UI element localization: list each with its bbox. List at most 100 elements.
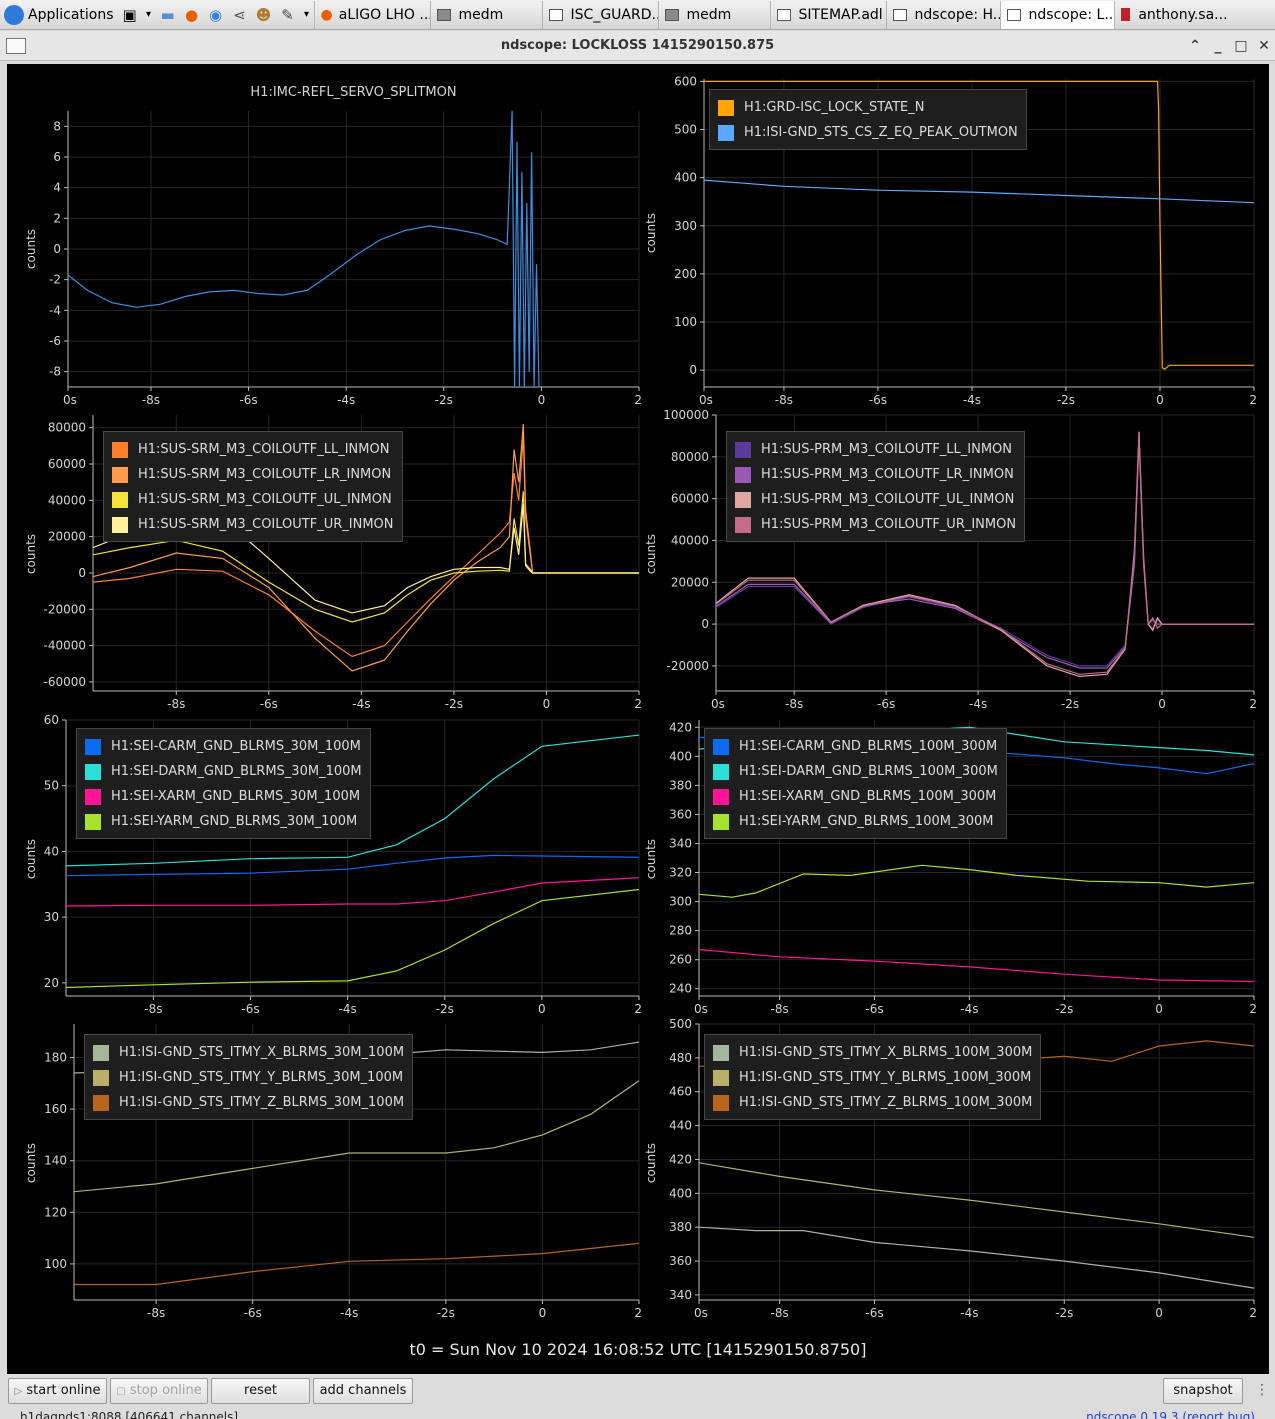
task-ndscope-1[interactable]: ndscope: H...	[885, 0, 1000, 29]
y-tick-label: 300	[674, 219, 697, 233]
legend-item[interactable]: H1:ISI-GND_STS_ITMY_Z_BLRMS_100M_300M	[713, 1090, 1032, 1115]
legend-item[interactable]: H1:SEI-XARM_GND_BLRMS_30M_100M	[85, 784, 362, 809]
y-tick-label: 460	[669, 1085, 692, 1099]
legend-panel-2[interactable]: H1:GRD-ISC_LOCK_STATE_N H1:ISI-GND_STS_CS…	[709, 89, 1027, 150]
legend-label: H1:SUS-PRM_M3_COILOUTF_LL_INMON	[761, 442, 1013, 457]
legend-swatch	[93, 1069, 109, 1086]
x-tick-label: 0	[1155, 1306, 1163, 1320]
folder-icon[interactable]: ▬	[160, 5, 175, 24]
legend-swatch	[85, 813, 101, 830]
reset-button[interactable]: reset	[211, 1378, 310, 1404]
legend-panel-3[interactable]: H1:SUS-SRM_M3_COILOUTF_LL_INMON H1:SUS-SR…	[103, 431, 403, 542]
task-anthony[interactable]: anthony.sa...	[1113, 0, 1234, 29]
y-tick-label: 500	[669, 1017, 692, 1031]
legend-item[interactable]: H1:SUS-PRM_M3_COILOUTF_LL_INMON	[735, 437, 1016, 462]
resize-grip-icon[interactable]: ⋮	[1255, 1382, 1269, 1398]
legend-swatch	[112, 466, 128, 483]
firefox-icon[interactable]: ●	[184, 5, 199, 24]
x-tick-label: -6s	[260, 697, 278, 711]
x-tick-label: -8s	[167, 697, 185, 711]
chevron-down-icon[interactable]: ▾	[146, 9, 152, 20]
chromium-icon[interactable]: ◉	[208, 5, 223, 24]
y-tick-label: 4	[53, 181, 61, 195]
plot-panel-1[interactable]: 0s -8s -6s -4s -2s 0 2 8 6 4 2 0 -2 -4 -6 -8 counts H1:IM…	[24, 85, 642, 407]
snapshot-button[interactable]: snapshot	[1163, 1378, 1243, 1404]
notes-icon[interactable]: ✎	[281, 5, 294, 24]
legend-item[interactable]: H1:SEI-XARM_GND_BLRMS_100M_300M	[713, 784, 998, 809]
stop-online-button[interactable]: ▢ stop online	[110, 1378, 208, 1404]
terminal-icon[interactable]: ▣	[122, 5, 137, 24]
legend-panel-8[interactable]: H1:ISI-GND_STS_ITMY_X_BLRMS_100M_300M H1:…	[704, 1034, 1042, 1120]
legend-swatch	[735, 466, 751, 483]
legend-panel-7[interactable]: H1:ISI-GND_STS_ITMY_X_BLRMS_30M_100M H1:I…	[84, 1034, 414, 1120]
maximize-icon[interactable]: □	[1234, 38, 1248, 54]
status-version-link[interactable]: ndscope 0.19.3 (report bug)	[1086, 1410, 1255, 1419]
legend-item[interactable]: H1:ISI-GND_STS_ITMY_X_BLRMS_100M_300M	[713, 1040, 1032, 1065]
legend-item[interactable]: H1:SUS-PRM_M3_COILOUTF_LR_INMON	[735, 462, 1016, 487]
users-icon[interactable]: ☻	[255, 5, 272, 24]
y-tick-label: -40000	[43, 639, 86, 653]
legend-item[interactable]: H1:ISI-GND_STS_ITMY_Y_BLRMS_30M_100M	[93, 1065, 404, 1090]
legend-item[interactable]: H1:ISI-GND_STS_ITMY_Z_BLRMS_30M_100M	[93, 1090, 404, 1115]
x-tick-label: 2	[634, 1306, 642, 1320]
legend-item[interactable]: H1:SEI-DARM_GND_BLRMS_30M_100M	[85, 759, 362, 784]
add-channels-button[interactable]: add channels	[313, 1378, 413, 1404]
task-medm-1[interactable]: medm	[429, 0, 542, 29]
legend-label: H1:SUS-SRM_M3_COILOUTF_LR_INMON	[138, 467, 392, 482]
window-icon	[776, 8, 791, 21]
legend-label: H1:SEI-DARM_GND_BLRMS_100M_300M	[739, 764, 998, 779]
task-firefox[interactable]: ● aLIGO LHO ...	[313, 0, 430, 29]
legend-item[interactable]: H1:SUS-PRM_M3_COILOUTF_UR_INMON	[735, 512, 1016, 537]
taskbar: Applications ▣ ▾ ▬ ● ◉ ⋖ ☻ ✎ ▾ ● aLIGO L…	[0, 0, 1275, 30]
task-sitemap[interactable]: SITEMAP.adl	[769, 0, 886, 29]
x-tick-label: 2	[634, 1002, 642, 1016]
legend-item[interactable]: H1:ISI-GND_STS_ITMY_Y_BLRMS_100M_300M	[713, 1065, 1032, 1090]
close-icon[interactable]: ✕	[1258, 38, 1270, 54]
share-icon[interactable]: ⋖	[233, 5, 246, 24]
start-online-button[interactable]: ▷ start online	[8, 1378, 107, 1404]
series-line-5-2	[66, 734, 639, 867]
legend-panel-5[interactable]: H1:SEI-CARM_GND_BLRMS_30M_100M H1:SEI-DAR…	[76, 728, 371, 839]
series-line-5-3	[66, 877, 639, 907]
x-tick-label: 2	[1249, 697, 1257, 711]
plots-canvas[interactable]: 0s -8s -6s -4s -2s 0 286420-2-4-6-8countsH1:IM…	[7, 64, 1269, 1374]
legend-label: H1:SEI-CARM_GND_BLRMS_100M_300M	[739, 739, 998, 754]
window-icon	[1006, 8, 1021, 21]
legend-item[interactable]: H1:SUS-SRM_M3_COILOUTF_UR_INMON	[112, 512, 394, 537]
x-tick-label: -2s	[445, 697, 463, 711]
legend-item[interactable]: H1:ISI-GND_STS_CS_Z_EQ_PEAK_OUTMON	[718, 120, 1018, 145]
y-tick-label: 400	[674, 171, 697, 185]
legend-item[interactable]: H1:GRD-ISC_LOCK_STATE_N	[718, 95, 1018, 120]
bottom-toolbar: ▷ start online ▢ stop online reset add c…	[0, 1374, 1275, 1419]
legend-item[interactable]: H1:SEI-CARM_GND_BLRMS_30M_100M	[85, 734, 362, 759]
applications-menu[interactable]: Applications	[0, 0, 118, 29]
legend-item[interactable]: H1:SEI-YARM_GND_BLRMS_30M_100M	[85, 809, 362, 834]
legend-item[interactable]: H1:SEI-DARM_GND_BLRMS_100M_300M	[713, 759, 998, 784]
legend-label: H1:ISI-GND_STS_ITMY_Z_BLRMS_100M_300M	[739, 1095, 1033, 1110]
legend-panel-6[interactable]: H1:SEI-CARM_GND_BLRMS_100M_300M H1:SEI-DA…	[704, 728, 1007, 839]
legend-item[interactable]: H1:SEI-YARM_GND_BLRMS_100M_300M	[713, 809, 998, 834]
y-tick-label: 420	[669, 720, 692, 734]
legend-item[interactable]: H1:SUS-SRM_M3_COILOUTF_LR_INMON	[112, 462, 394, 487]
legend-item[interactable]: H1:SUS-SRM_M3_COILOUTF_UL_INMON	[112, 487, 394, 512]
chevron-down-icon[interactable]: ▾	[304, 9, 310, 20]
y-tick-label: 600	[674, 74, 697, 88]
minimize-icon[interactable]: _	[1214, 38, 1222, 54]
plot-panel-2[interactable]: 0s -8s -6s -4s -2s 0 2 600 500 400 300 200 100 0 count…	[644, 74, 1257, 407]
shade-icon[interactable]: ⌃	[1189, 38, 1201, 54]
legend-item[interactable]: H1:SUS-SRM_M3_COILOUTF_LL_INMON	[112, 437, 394, 462]
legend-panel-4[interactable]: H1:SUS-PRM_M3_COILOUTF_LL_INMON H1:SUS-PR…	[726, 431, 1026, 542]
y-tick-label: 280	[669, 924, 692, 938]
window-menu-icon[interactable]	[6, 38, 26, 54]
legend-item[interactable]: H1:SEI-CARM_GND_BLRMS_100M_300M	[713, 734, 998, 759]
series-line-8-1	[699, 1226, 1254, 1289]
x-tick-label: 0	[1158, 697, 1166, 711]
task-medm-2[interactable]: medm	[657, 0, 770, 29]
task-ndscope-2[interactable]: ndscope: L...	[999, 0, 1114, 29]
task-isc-guard[interactable]: ISC_GUARD...	[541, 0, 658, 29]
legend-item[interactable]: H1:ISI-GND_STS_ITMY_X_BLRMS_30M_100M	[93, 1040, 404, 1065]
x-tick-label: -6s	[869, 393, 887, 407]
legend-swatch	[713, 1044, 729, 1061]
legend-item[interactable]: H1:SUS-PRM_M3_COILOUTF_UL_INMON	[735, 487, 1016, 512]
x-tick-label: 0s	[63, 393, 77, 407]
